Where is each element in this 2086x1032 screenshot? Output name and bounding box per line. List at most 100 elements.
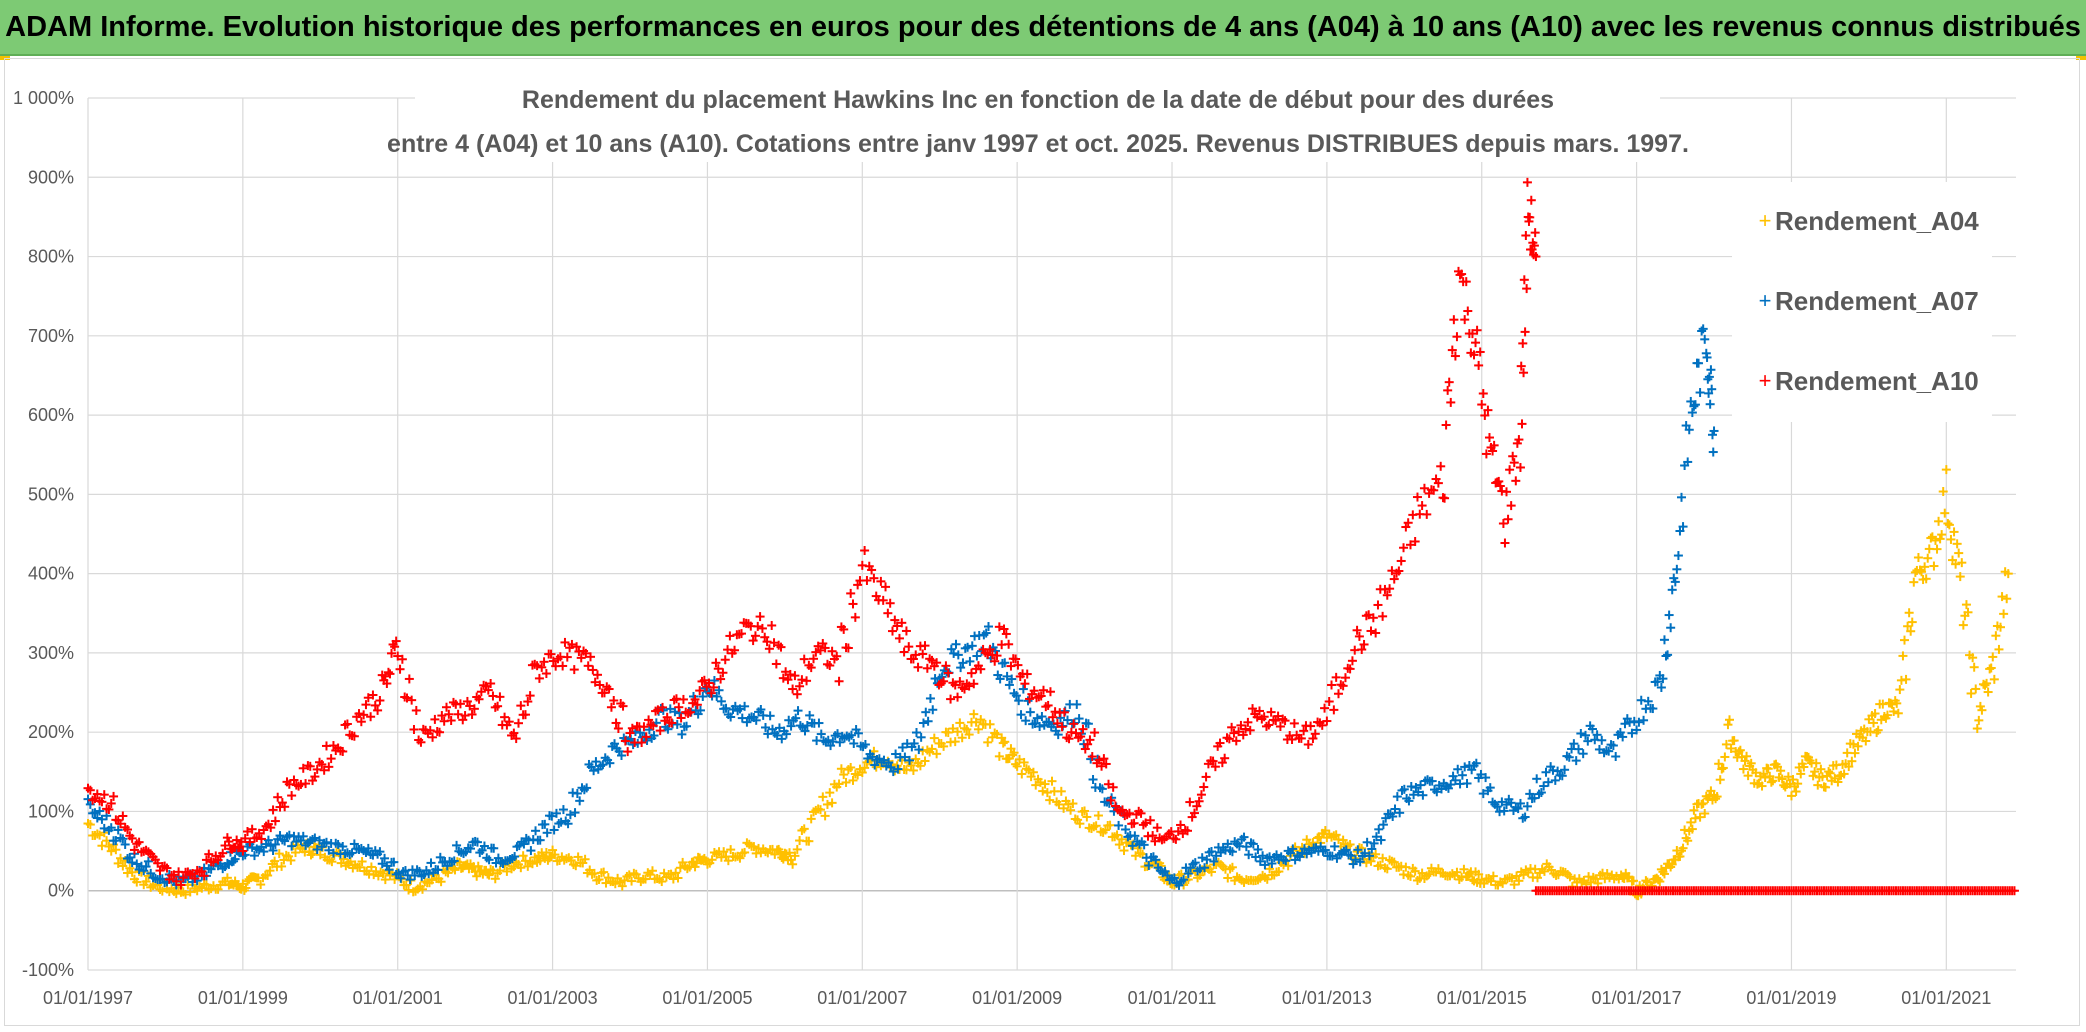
y-tick-label: 500%: [28, 484, 74, 504]
point-a10: [918, 649, 928, 659]
point-a04: [1417, 868, 1427, 878]
point-a04: [1882, 710, 1892, 720]
point-a04: [985, 719, 995, 729]
point-a10: [1463, 306, 1473, 316]
point-a04: [1718, 763, 1728, 773]
point-a07: [1016, 710, 1026, 720]
point-a04: [1917, 567, 1927, 577]
point-a07: [765, 711, 775, 721]
point-a04: [983, 737, 993, 747]
point-a04: [1678, 843, 1688, 853]
point-a10: [1373, 600, 1383, 610]
point-a04: [1045, 795, 1055, 805]
point-a10: [1508, 451, 1518, 461]
point-a04: [1105, 820, 1115, 830]
point-a10: [1477, 400, 1487, 410]
point-a10: [1436, 461, 1446, 471]
point-a07: [1072, 699, 1082, 709]
point-a07: [384, 865, 394, 875]
point-a04: [1035, 777, 1045, 787]
point-a04: [1893, 708, 1903, 718]
point-a04: [378, 869, 388, 879]
point-a04: [818, 792, 828, 802]
point-a04: [1943, 518, 1953, 528]
point-a04: [1382, 864, 1392, 874]
point-a04: [1038, 786, 1048, 796]
point-a04: [1954, 548, 1964, 558]
point-a10: [720, 655, 730, 665]
point-a04: [825, 788, 835, 798]
point-a04: [1926, 533, 1936, 543]
point-a10: [920, 641, 930, 651]
point-a07: [925, 693, 935, 703]
point-a04: [1040, 779, 1050, 789]
point-a04: [929, 733, 939, 743]
point-a07: [1687, 408, 1697, 418]
point-a10: [1322, 716, 1332, 726]
point-a04: [617, 881, 627, 891]
point-a07: [953, 650, 963, 660]
point-a10: [534, 673, 544, 683]
point-a04: [1565, 872, 1575, 882]
point-a10: [1515, 462, 1525, 472]
grid-vertical: [87, 98, 1947, 970]
point-a04: [1966, 688, 1976, 698]
point-a10: [1245, 725, 1255, 735]
point-a04: [1892, 698, 1902, 708]
point-a04: [1401, 862, 1411, 872]
point-a07: [349, 839, 359, 849]
y-tick-label: 200%: [28, 722, 74, 742]
point-a07: [141, 862, 151, 872]
point-a04: [1961, 600, 1971, 610]
point-a10: [1522, 177, 1532, 187]
point-a04: [1717, 764, 1727, 774]
x-tick-label: 01/01/2015: [1437, 988, 1527, 1008]
point-a04: [1031, 780, 1041, 790]
point-a04: [1977, 705, 1987, 715]
point-a04: [1793, 779, 1803, 789]
point-a10: [1530, 228, 1540, 238]
point-a04: [647, 866, 657, 876]
point-a07: [347, 848, 357, 858]
point-a04: [1345, 839, 1355, 849]
point-a04: [1715, 775, 1725, 785]
point-a04: [327, 857, 337, 867]
point-a10: [946, 694, 956, 704]
point-a04: [610, 879, 620, 889]
point-a04: [1930, 535, 1940, 545]
point-a07: [1672, 564, 1682, 574]
y-tick-label: 300%: [28, 643, 74, 663]
point-a04: [366, 862, 376, 872]
point-a10: [887, 626, 897, 636]
point-a04: [976, 715, 986, 725]
point-a04: [580, 854, 590, 864]
point-a04: [1824, 767, 1834, 777]
point-a10: [1519, 275, 1529, 285]
point-a04: [483, 869, 493, 879]
point-a04: [315, 850, 325, 860]
point-a04: [790, 851, 800, 861]
point-a04: [1532, 873, 1542, 883]
point-a07: [1532, 774, 1542, 784]
point-a10: [1517, 419, 1527, 429]
point-a07: [1578, 749, 1588, 759]
point-a04: [1913, 552, 1923, 562]
point-a04: [1847, 756, 1857, 766]
point-a04: [1014, 754, 1024, 764]
point-a04: [473, 861, 483, 871]
point-a07: [1550, 775, 1560, 785]
point-a04: [1729, 736, 1739, 746]
point-a04: [822, 799, 832, 809]
point-a04: [1833, 777, 1843, 787]
point-a10: [1201, 772, 1211, 782]
point-a10: [1331, 672, 1341, 682]
point-a04: [1816, 764, 1826, 774]
point-a04: [357, 856, 367, 866]
point-a07: [1634, 717, 1644, 727]
point-a04: [1641, 876, 1651, 886]
point-a04: [573, 852, 583, 862]
point-a10: [375, 695, 385, 705]
x-tick-label: 01/01/2001: [353, 988, 443, 1008]
point-a04: [1989, 674, 1999, 684]
point-a04: [2002, 594, 2012, 604]
